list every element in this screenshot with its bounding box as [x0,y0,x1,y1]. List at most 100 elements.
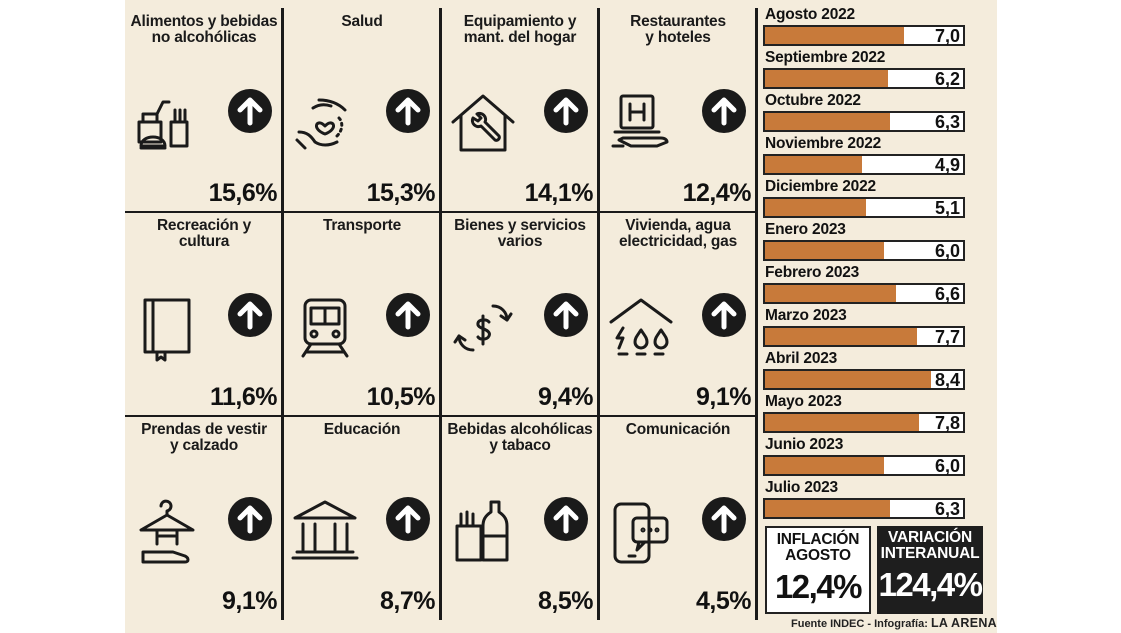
month-label: Julio 2023 [765,479,838,496]
month-bar [765,285,896,302]
month-value-label: 4,9 [934,155,960,175]
month-bar [765,328,917,345]
month-row: Diciembre 2022 5,1 [763,178,971,222]
source-text: Fuente INDEC - Infografía: [791,618,928,630]
dollar-cycle-icon [447,292,519,364]
source-credit: Fuente INDEC - Infografía: LA ARENA [791,616,997,630]
month-value-label: 6,3 [934,499,960,519]
month-label: Abril 2023 [765,350,838,367]
grid-divider [125,415,757,417]
month-bar [765,199,866,216]
month-bar-track: 6,2 [763,68,965,89]
hotel-icon [605,88,677,160]
category-value: 8,5% [538,587,593,615]
month-value-label: 6,2 [934,69,960,89]
month-bar-track: 6,6 [763,283,965,304]
inflation-box: INFLACIÓN AGOSTO 12,4% [765,526,871,614]
month-row: Julio 2023 6,3 [763,479,971,523]
annual-variation-value: 124,4% [878,566,983,603]
month-bar-track: 6,3 [763,498,965,519]
annual-variation-box: VARIACIÓN INTERANUAL 124,4% [877,526,983,614]
infographic-panel: Alimentos y bebidas no alcohólicas 15,6% S… [125,0,997,633]
month-label: Enero 2023 [765,221,846,238]
category-label: Comunicación [625,421,731,438]
month-label: Septiembre 2022 [765,49,886,66]
arrow-up-icon [701,496,747,542]
category-value: 15,6% [208,179,278,207]
month-label: Agosto 2022 [765,6,855,23]
grid-divider [125,211,757,213]
month-bar [765,371,931,388]
month-label: Noviembre 2022 [765,135,882,152]
month-bar [765,457,884,474]
category-cell: Equipamiento y mant. del hogar 14,1% [441,8,599,212]
category-label: Vivienda, agua electricidad, gas [618,217,738,250]
category-value: 14,1% [524,179,594,207]
category-label: Educación [323,421,401,438]
month-label: Marzo 2023 [765,307,847,324]
arrow-up-icon [227,292,273,338]
month-value-label: 6,3 [934,112,960,132]
category-label: Restaurantes y hoteles [630,13,726,46]
month-label: Diciembre 2022 [765,178,876,195]
month-bar [765,242,884,259]
category-value: 9,4% [538,383,593,411]
train-icon [289,292,361,364]
phone-chat-icon [605,496,677,568]
month-row: Enero 2023 6,0 [763,221,971,265]
month-bar-track: 5,1 [763,197,965,218]
month-row: Noviembre 2022 4,9 [763,135,971,179]
month-row: Junio 2023 6,0 [763,436,971,480]
utilities-icon [605,292,677,364]
arrow-up-icon [543,88,589,134]
month-row: Abril 2023 8,4 [763,350,971,394]
month-bar [765,27,904,44]
arrow-up-icon [227,88,273,134]
month-value-label: 6,6 [934,284,960,304]
month-label: Mayo 2023 [765,393,842,410]
health-hands-icon [289,88,361,160]
month-label: Octubre 2022 [765,92,861,109]
category-cell: Transporte 10,5% [283,212,441,416]
category-cell: Bebidas alcohólicas y tabaco 8,5% [441,416,599,620]
arrow-up-icon [701,88,747,134]
category-value: 10,5% [366,383,436,411]
category-grid: Alimentos y bebidas no alcohólicas 15,6% S… [125,8,758,620]
category-value: 9,1% [696,383,751,411]
arrow-up-icon [701,292,747,338]
category-cell: Alimentos y bebidas no alcohólicas 15,6% [125,8,283,212]
month-value-label: 6,0 [934,241,960,261]
category-cell: Restaurantes y hoteles 12,4% [599,8,757,212]
category-cell: Educación 8,7% [283,416,441,620]
grid-divider [597,8,600,620]
inflation-value: 12,4% [774,568,863,605]
category-label: Salud [341,13,383,30]
category-value: 9,1% [222,587,277,615]
month-bar-track: 8,4 [763,369,965,390]
category-value: 8,7% [380,587,435,615]
category-label: Prendas de vestir y calzado [141,421,267,454]
arrow-up-icon [227,496,273,542]
category-cell: Prendas de vestir y calzado 9,1% [125,416,283,620]
category-cell: Comunicación 4,5% [599,416,757,620]
grid-divider [439,8,442,620]
category-label: Bebidas alcohólicas y tabaco [447,421,593,454]
month-row: Mayo 2023 7,8 [763,393,971,437]
month-bar-track: 6,0 [763,240,965,261]
month-bar [765,113,890,130]
book-icon [131,292,203,364]
clothes-icon [131,496,203,568]
category-value: 12,4% [682,179,752,207]
arrow-up-icon [385,496,431,542]
month-bar-track: 6,0 [763,455,965,476]
month-row: Septiembre 2022 6,2 [763,49,971,93]
month-value-label: 7,7 [934,327,960,347]
grid-divider [281,8,284,620]
food-icon [131,88,203,160]
category-value: 15,3% [366,179,436,207]
inflation-label: INFLACIÓN AGOSTO [776,531,860,564]
source-brand: LA ARENA [930,616,998,630]
grid-divider [755,8,758,620]
category-label: Equipamiento y mant. del hogar [463,13,577,46]
month-bar-track: 7,8 [763,412,965,433]
